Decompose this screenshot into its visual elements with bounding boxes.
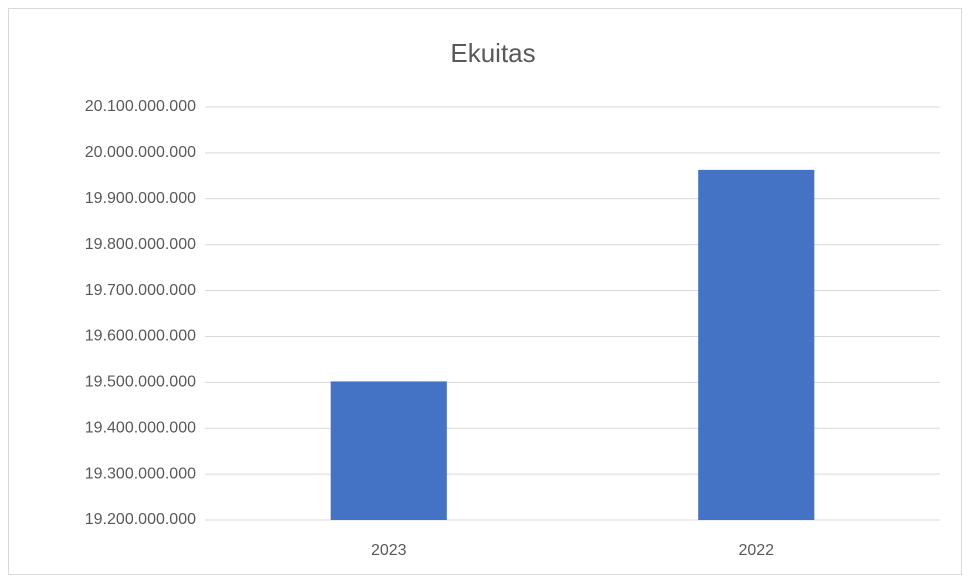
y-tick-label: 19.700.000.000 (85, 282, 196, 299)
y-tick-label: 19.400.000.000 (85, 419, 196, 436)
y-tick-label: 19.500.000.000 (85, 374, 196, 391)
y-tick-label: 19.200.000.000 (85, 511, 196, 528)
x-tick-label: 2022 (738, 542, 774, 559)
x-tick-label: 2023 (371, 542, 407, 559)
chart-title: Ekuitas (450, 38, 535, 68)
y-tick-label: 19.800.000.000 (85, 236, 196, 253)
y-tick-label: 19.300.000.000 (85, 465, 196, 482)
bar (330, 381, 447, 520)
bar (698, 169, 815, 520)
y-tick-label: 19.900.000.000 (85, 190, 196, 207)
y-tick-label: 20.000.000.000 (85, 144, 196, 161)
y-tick-label: 19.600.000.000 (85, 328, 196, 345)
y-tick-label: 20.100.000.000 (85, 98, 196, 115)
